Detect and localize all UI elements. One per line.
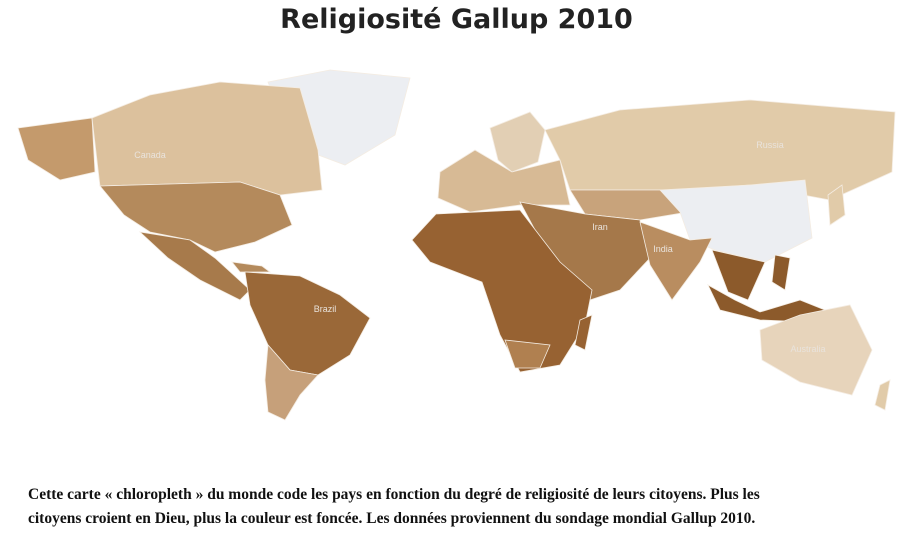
caribbean <box>231 261 272 273</box>
madagascar <box>574 314 593 351</box>
philippines <box>771 254 791 291</box>
south-america <box>244 271 371 376</box>
country-label: Iran <box>592 222 608 232</box>
country-label: Russia <box>756 140 784 150</box>
europe <box>437 149 571 213</box>
south-africa <box>504 339 551 369</box>
russia <box>544 99 896 201</box>
japan <box>827 184 846 226</box>
africa <box>411 209 593 373</box>
southern-cone <box>264 344 319 421</box>
country-label: Brazil <box>314 304 337 314</box>
country-label: India <box>653 244 673 254</box>
southeast-asia <box>711 249 766 301</box>
usa <box>99 181 293 253</box>
caption-line: Cette carte « chloropleth » du monde cod… <box>28 486 760 503</box>
india <box>639 221 713 301</box>
caption-line: citoyens croient en Dieu, plus la couleu… <box>28 510 756 527</box>
caption: Cette carte « chloropleth » du monde cod… <box>28 483 760 531</box>
scandinavia <box>489 111 546 173</box>
country-label: Australia <box>790 344 825 354</box>
world-map: Canada Russia Brazil Iran India Australi… <box>17 69 896 421</box>
title: Religiosité Gallup 2010 <box>280 4 633 35</box>
alaska <box>17 117 96 181</box>
australia <box>759 304 873 396</box>
new-zealand <box>874 379 891 411</box>
canada <box>91 81 323 196</box>
country-label: Canada <box>134 150 166 160</box>
central-america <box>138 231 251 301</box>
